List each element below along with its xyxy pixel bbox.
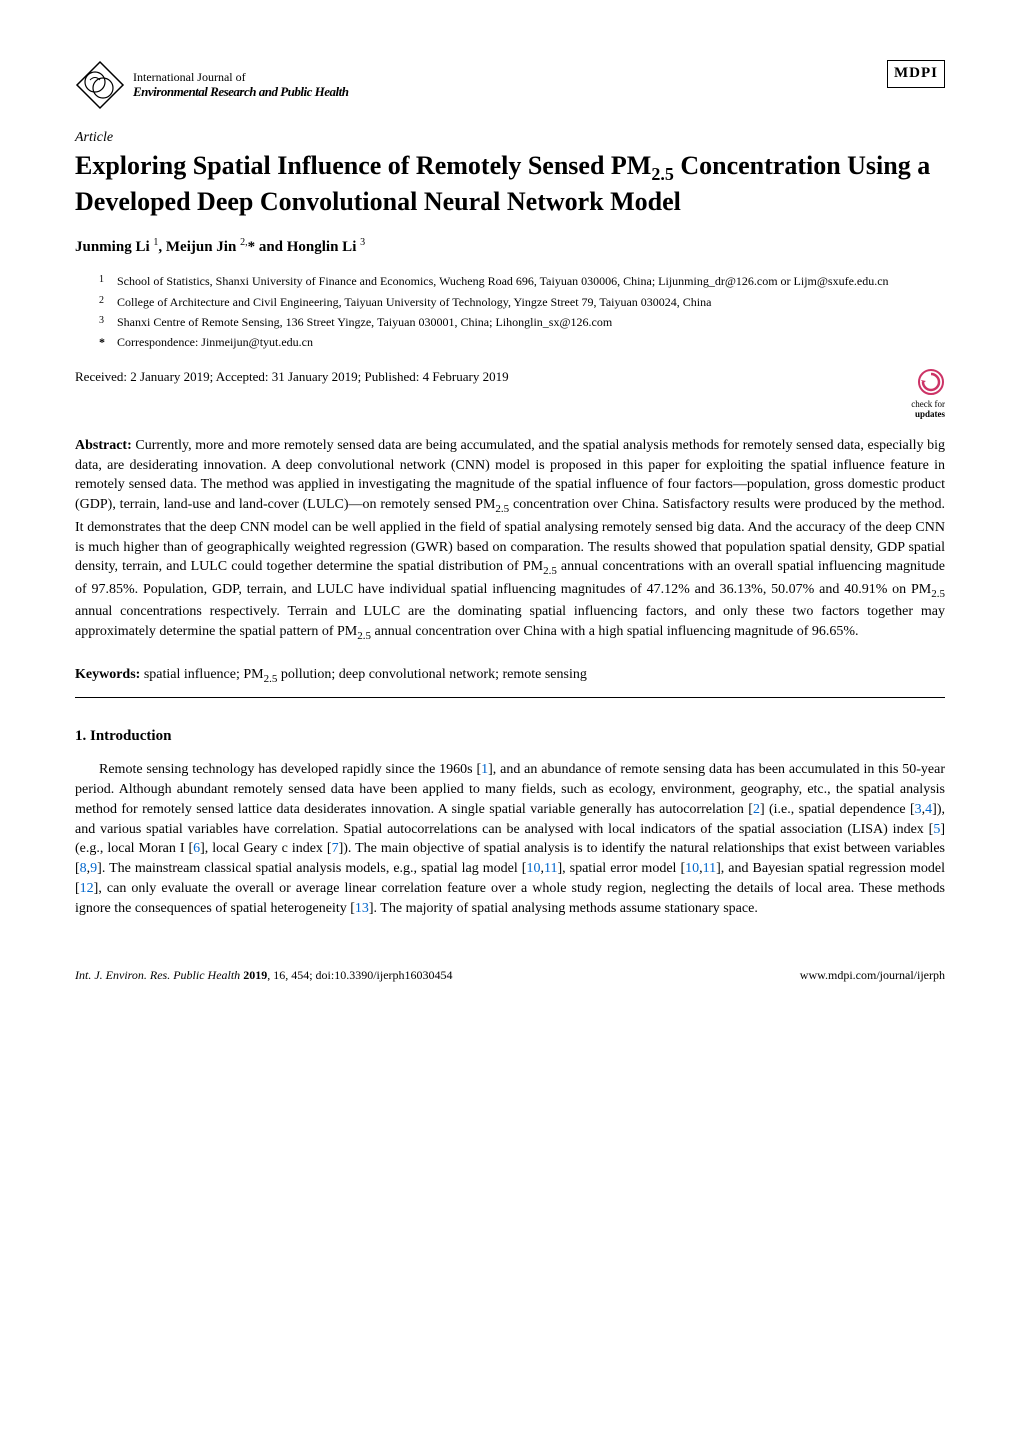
check-updates[interactable]: check for updates [911,368,945,420]
text: ], local Geary c index [ [200,841,331,856]
dates-row: Received: 2 January 2019; Accepted: 31 J… [75,368,945,420]
authors: Junming Li 1, Meijun Jin 2,* and Honglin… [75,236,945,259]
aff-text: College of Architecture and Civil Engine… [117,294,945,311]
citation-link[interactable]: 7 [332,841,339,856]
aff-text: School of Statistics, Shanxi University … [117,273,945,290]
journal-text: International Journal of Environmental R… [133,70,348,100]
footer: Int. J. Environ. Res. Public Health 2019… [75,967,945,984]
section-heading: 1. Introduction [75,726,945,748]
divider [75,697,945,698]
citation-link[interactable]: 11 [544,861,557,876]
pm-sub: 2.5 [931,588,945,600]
journal-name: Environmental Research and Public Health [133,84,348,100]
pm-sub: 2.5 [495,503,509,515]
mdpi-logo: MDPI [887,60,945,88]
footer-doi: , 16, 454; doi:10.3390/ijerph16030454 [267,968,452,982]
title-sub: 2.5 [651,164,674,184]
author-1: Junming Li [75,239,150,255]
footer-left: Int. J. Environ. Res. Public Health 2019… [75,967,453,984]
author-3: Honglin Li [287,239,357,255]
pm-sub: 2.5 [543,565,557,577]
affiliation-row: * Correspondence: Jinmeijun@tyut.edu.cn [99,334,945,351]
keywords: Keywords: spatial influence; PM2.5 pollu… [75,665,945,688]
text: ]. The majority of spatial analysing met… [369,901,758,916]
text: ], spatial error model [ [557,861,685,876]
keywords-text: spatial influence; PM [140,667,263,682]
text: ] (i.e., spatial dependence [ [760,802,915,817]
article-type: Article [75,128,945,148]
pm-sub: 2.5 [264,672,278,684]
title-pre: Exploring Spatial Influence of Remotely … [75,151,651,180]
abstract-text-5: annual concentration over China with a h… [371,624,859,639]
abstract: Abstract: Currently, more and more remot… [75,436,945,645]
citation-link[interactable]: 8 [80,861,87,876]
affiliations: 1 School of Statistics, Shanxi Universit… [99,273,945,352]
article-title: Exploring Spatial Influence of Remotely … [75,150,945,218]
ijerph-logo-icon [75,60,125,110]
intro-paragraph: Remote sensing technology has developed … [75,760,945,919]
aff-num: 3 [99,314,117,331]
pm-sub: 2.5 [357,630,371,642]
citation-link[interactable]: 13 [355,901,369,916]
keywords-text-2: pollution; deep convolutional network; r… [277,667,587,682]
author-3-sup: 3 [360,237,365,248]
corr-mark: * [248,239,256,255]
citation-link[interactable]: 2 [753,802,760,817]
citation-link[interactable]: 11 [703,861,716,876]
footer-year: 2019 [243,968,267,982]
journal-prefix: International Journal of [133,70,348,84]
dates-text: Received: 2 January 2019; Accepted: 31 J… [75,368,509,387]
abstract-label: Abstract: [75,438,132,453]
aff-num: 2 [99,294,117,311]
text: ]. The mainstream classical spatial anal… [97,861,526,876]
citation-link[interactable]: 10 [685,861,699,876]
author-2-sup: 2, [240,237,248,248]
author-2: Meijun Jin [166,239,236,255]
aff-text: Shanxi Centre of Remote Sensing, 136 Str… [117,314,945,331]
sep1: , [158,239,166,255]
affiliation-row: 2 College of Architecture and Civil Engi… [99,294,945,311]
aff-num: * [99,334,117,351]
keywords-label: Keywords: [75,667,140,682]
citation-link[interactable]: 3 [915,802,922,817]
affiliation-row: 3 Shanxi Centre of Remote Sensing, 136 S… [99,314,945,331]
text: Remote sensing technology has developed … [99,762,481,777]
sep2: and [255,239,287,255]
aff-text: Correspondence: Jinmeijun@tyut.edu.cn [117,334,945,351]
check-line2: updates [915,409,945,419]
footer-url[interactable]: www.mdpi.com/journal/ijerph [800,967,945,984]
check-line1: check for [911,399,945,409]
check-updates-icon [917,368,945,396]
citation-link[interactable]: 10 [526,861,540,876]
aff-num: 1 [99,273,117,290]
journal-logo-block: International Journal of Environmental R… [75,60,348,110]
footer-journal: Int. J. Environ. Res. Public Health [75,968,243,982]
header-row: International Journal of Environmental R… [75,60,945,110]
affiliation-row: 1 School of Statistics, Shanxi Universit… [99,273,945,290]
citation-link[interactable]: 12 [80,881,94,896]
